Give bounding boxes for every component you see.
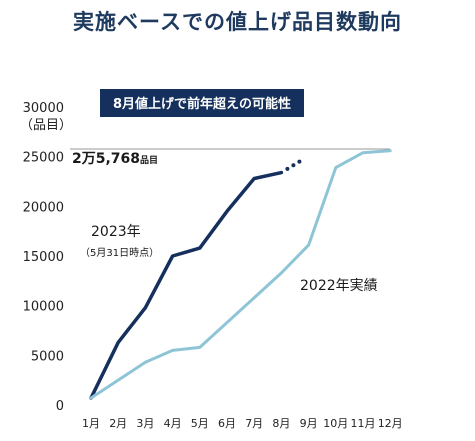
x-tick-label: 2月 xyxy=(109,417,127,430)
callout-text: 8月値上げで前年超えの可能性 xyxy=(113,96,291,112)
projection-dot xyxy=(297,159,302,164)
series-line-2022 xyxy=(89,149,392,400)
y-tick-label: 30000 xyxy=(23,101,64,116)
series-label-2023: 2023年 xyxy=(91,224,141,240)
x-tick-label: 1月 xyxy=(82,417,100,430)
y-tick-label: 10000 xyxy=(23,300,64,315)
x-tick-label: 12月 xyxy=(378,417,403,430)
projection-dot xyxy=(285,166,290,171)
projection-dot xyxy=(291,163,296,168)
series-label-2022: 2022年実績 xyxy=(300,278,378,294)
x-tick-label: 11月 xyxy=(351,417,376,430)
x-tick-label: 3月 xyxy=(136,417,154,430)
y-axis-unit: （品目） xyxy=(20,118,72,133)
chart-title: 実施ベースでの値上げ品目数動向 xyxy=(73,10,402,34)
y-tick-label: 25000 xyxy=(23,151,64,166)
x-tick-label: 8月 xyxy=(272,417,290,430)
y-tick-label: 0 xyxy=(56,399,64,414)
y-tick-label: 20000 xyxy=(23,200,64,215)
x-tick-label: 7月 xyxy=(245,417,263,430)
y-tick-label: 5000 xyxy=(31,349,64,364)
x-tick-label: 10月 xyxy=(323,417,348,430)
y-tick-label: 15000 xyxy=(23,250,64,265)
reference-value-label: 2万5,768品目 xyxy=(72,151,158,167)
x-tick-label: 4月 xyxy=(164,417,182,430)
series-sublabel-2023: （5月31日時点） xyxy=(80,247,159,259)
x-tick-label: 5月 xyxy=(191,417,209,430)
callout-box xyxy=(100,89,304,117)
x-tick-label: 6月 xyxy=(218,417,236,430)
x-tick-label: 9月 xyxy=(300,417,318,430)
series-line-2023 xyxy=(89,170,284,400)
